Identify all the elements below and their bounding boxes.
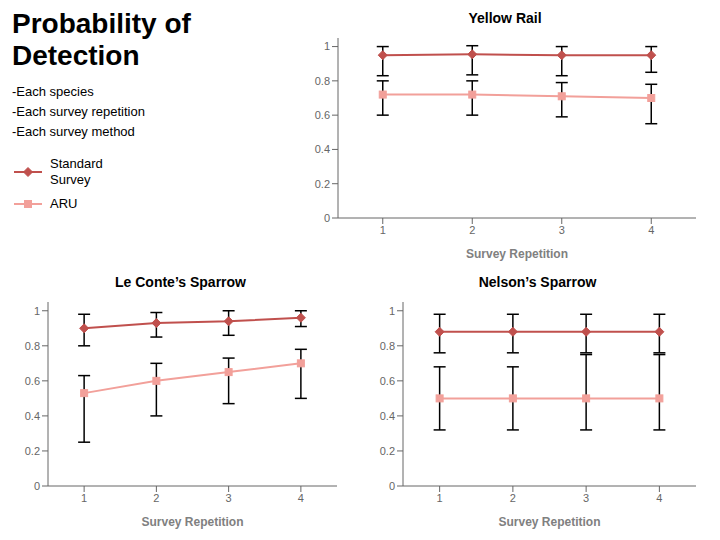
svg-text:0: 0 [389,480,395,492]
html-text:Standard: Standard [50,156,103,171]
svg-text:0.6: 0.6 [315,109,330,121]
svg-text:3: 3 [559,224,565,236]
html-text:Le Conte’s Sparrow: Le Conte’s Sparrow [115,274,246,290]
svg-text:4: 4 [656,492,662,504]
html-text:Survey: Survey [50,172,91,187]
svg-text:1: 1 [389,305,395,317]
svg-text:Survey Repetition: Survey Repetition [498,515,600,529]
html-text:Nelson’s Sparrow: Nelson’s Sparrow [478,274,597,290]
svg-text:0.4: 0.4 [315,143,330,155]
svg-text:3: 3 [583,492,589,504]
svg-text:0.4: 0.4 [25,410,40,422]
html-text:-Each survey method: -Each survey method [12,124,135,139]
svg-text:1: 1 [81,492,87,504]
svg-text:0.6: 0.6 [380,375,395,387]
svg-text:0.8: 0.8 [315,75,330,87]
svg-text:1: 1 [380,224,386,236]
svg-text:0.2: 0.2 [380,445,395,457]
svg-text:0.2: 0.2 [315,178,330,190]
svg-text:0.2: 0.2 [25,445,40,457]
html-text:ARU: ARU [50,196,78,211]
html-text:-Each survey repetition: -Each survey repetition [12,104,145,119]
html-text:-Each species: -Each species [12,84,94,99]
html-text:Yellow Rail: Yellow Rail [468,10,542,26]
svg-text:Survey Repetition: Survey Repetition [466,247,568,261]
svg-text:3: 3 [226,492,232,504]
svg-text:1: 1 [437,492,443,504]
svg-text:0: 0 [324,212,330,224]
svg-text:0.8: 0.8 [25,340,40,352]
svg-text:1: 1 [324,40,330,52]
svg-text:0.8: 0.8 [380,340,395,352]
svg-text:Survey Repetition: Survey Repetition [141,515,243,529]
html-text:Probability of: Probability of [12,8,191,39]
svg-text:4: 4 [298,492,304,504]
svg-text:0.6: 0.6 [25,375,40,387]
svg-text:2: 2 [469,224,475,236]
svg-text:4: 4 [648,224,654,236]
svg-text:1: 1 [34,305,40,317]
svg-text:0: 0 [34,480,40,492]
html-text:Detection: Detection [12,40,140,71]
svg-text:2: 2 [153,492,159,504]
svg-text:0.4: 0.4 [380,410,395,422]
svg-text:2: 2 [510,492,516,504]
